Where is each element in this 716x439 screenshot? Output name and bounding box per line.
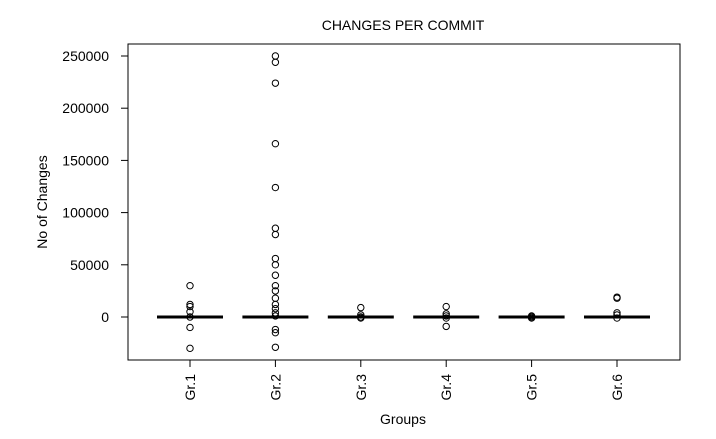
plot-frame [128, 44, 680, 360]
y-tick-label: 0 [101, 309, 109, 325]
y-axis: 0 50000 100000 150000 200000 250000 [62, 48, 128, 325]
x-tick-label: Gr.3 [353, 374, 369, 401]
outlier-point [272, 295, 278, 301]
outlier-point [272, 262, 278, 268]
outlier-point [272, 255, 278, 261]
outlier-point [187, 345, 193, 351]
y-tick-label: 100000 [62, 205, 109, 221]
box-group [242, 53, 308, 351]
outlier-point [272, 344, 278, 350]
box-group [584, 294, 650, 321]
y-tick-label: 200000 [62, 100, 109, 116]
x-tick-label: Gr.6 [609, 374, 625, 401]
box-group [157, 282, 223, 351]
x-tick-label: Gr.4 [438, 374, 454, 401]
box-series [157, 53, 650, 352]
outlier-point [443, 323, 449, 329]
outlier-point [443, 303, 449, 309]
outlier-point [272, 272, 278, 278]
y-axis-label: No of Changes [34, 155, 50, 248]
y-tick-label: 150000 [62, 152, 109, 168]
outlier-point [272, 184, 278, 190]
box-group [328, 304, 394, 321]
outlier-point [187, 324, 193, 330]
box-group [413, 303, 479, 329]
outlier-point [272, 225, 278, 231]
x-tick-label: Gr.2 [267, 374, 283, 401]
outlier-point [272, 140, 278, 146]
x-tick-label: Gr.5 [524, 374, 540, 401]
box-group [499, 313, 565, 321]
x-axis: Gr.1 Gr.2 Gr.3 Gr.4 Gr.5 Gr.6 [182, 360, 625, 400]
y-tick-label: 250000 [62, 48, 109, 64]
outlier-point [272, 231, 278, 237]
x-axis-label: Groups [380, 411, 426, 427]
outlier-point [272, 80, 278, 86]
x-tick-label: Gr.1 [182, 374, 198, 401]
chart-title: CHANGES PER COMMIT [322, 17, 485, 33]
y-tick-label: 50000 [70, 257, 109, 273]
outlier-point [272, 53, 278, 59]
outlier-point [358, 304, 364, 310]
outlier-point [187, 282, 193, 288]
outlier-point [272, 59, 278, 65]
